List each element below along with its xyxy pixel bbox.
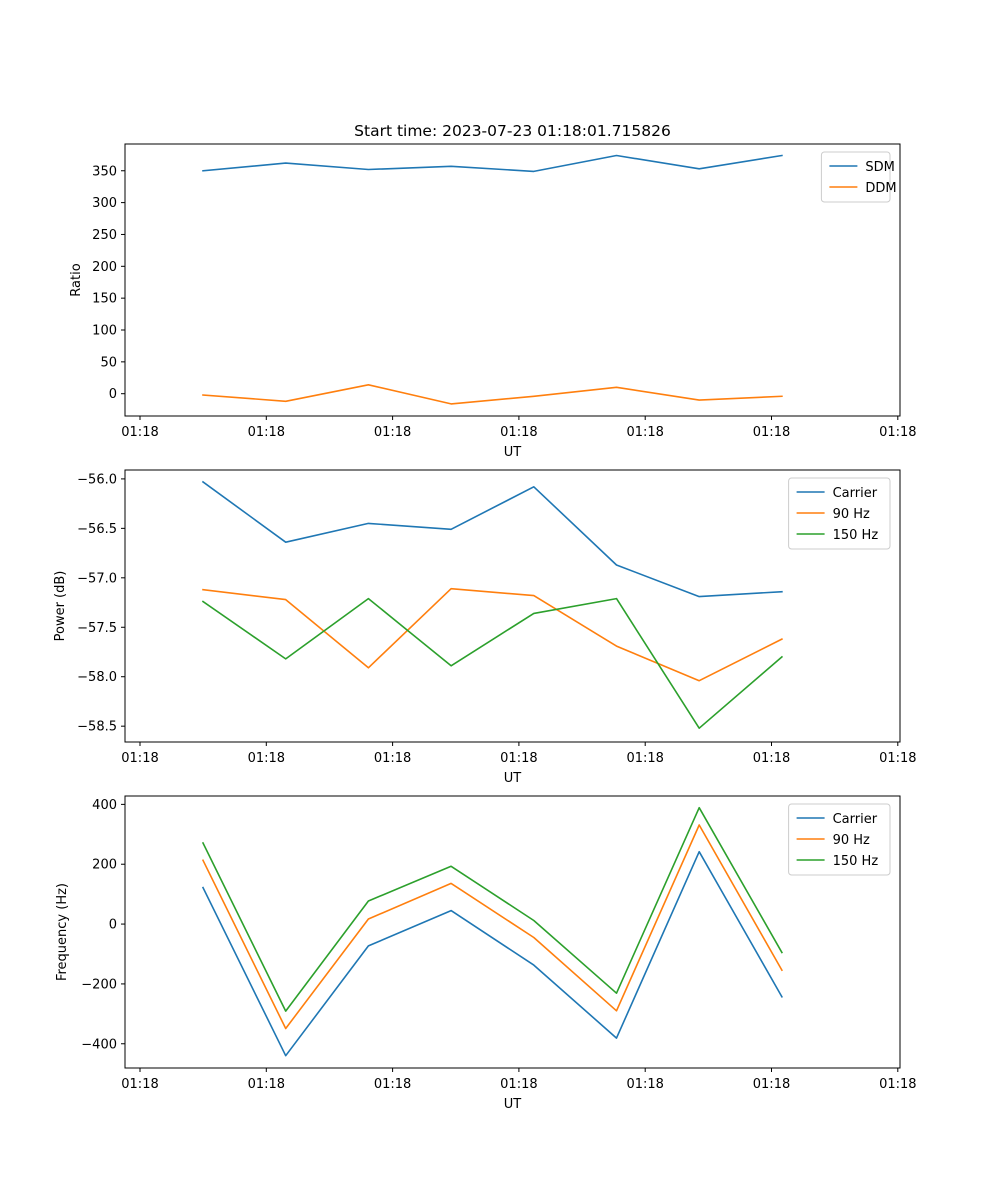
x-axis-label: UT (504, 1097, 522, 1112)
y-tick-label: 200 (92, 858, 117, 873)
y-axis-label: Ratio (69, 263, 84, 296)
x-tick-label: 01:18 (626, 425, 663, 440)
y-tick-label: 250 (92, 228, 117, 243)
legend: Carrier 90 Hz 150 Hz (788, 803, 891, 876)
x-tick-label: 01:18 (626, 751, 663, 766)
series-line-ddm (202, 383, 783, 405)
y-axis-label: Power (dB) (53, 571, 68, 642)
y-tick-label: −57.5 (77, 621, 117, 636)
x-tick-label: 01:18 (879, 425, 916, 440)
y-tick-label: 0 (109, 387, 117, 402)
y-tick-label: −58.0 (77, 670, 117, 685)
series-line-carrier (201, 480, 783, 598)
y-tick-label: 0 (109, 918, 117, 933)
y-axis-label: Frequency (Hz) (55, 883, 70, 981)
legend: Carrier 90 Hz 150 Hz (788, 477, 891, 550)
plot-area-frame (124, 143, 901, 417)
x-tick-label: 01:18 (121, 751, 158, 766)
legend: SDM DDM (820, 151, 897, 203)
legend-label: 90 Hz (833, 833, 870, 848)
legend-label: 150 Hz (833, 854, 879, 869)
x-tick-label: 01:18 (500, 1077, 537, 1092)
y-tick-label: −56.0 (77, 472, 117, 487)
legend-label: Carrier (833, 812, 878, 827)
legend-box (820, 151, 891, 203)
series-line-90-hz (202, 587, 783, 682)
legend-box (788, 803, 891, 876)
y-tick-label: 50 (100, 355, 117, 370)
x-tick-label: 01:18 (248, 1077, 285, 1092)
plot-area-frame (124, 469, 901, 743)
x-tick-label: 01:18 (879, 751, 916, 766)
series-line-sdm (202, 154, 783, 173)
series-line-90-hz (201, 824, 783, 1030)
power-subplot: UT Power (dB) −56.0 −56.5 −57.0 −57.5 −58.0 −… (53, 469, 917, 786)
y-tick-label: −57.0 (77, 571, 117, 586)
x-tick-label: 01:18 (879, 1077, 916, 1092)
chart-title: Start time: 2023-07-23 01:18:01.715826 (354, 122, 671, 140)
y-tick-label: −200 (81, 977, 117, 992)
series-line-carrier (201, 850, 783, 1057)
series-line-150-hz (201, 806, 783, 1012)
y-tick-label: 300 (92, 196, 117, 211)
x-tick-label: 01:18 (248, 751, 285, 766)
y-tick-label: 150 (92, 292, 117, 307)
y-tick-label: 400 (92, 798, 117, 813)
x-tick-label: 01:18 (121, 425, 158, 440)
legend-box (788, 477, 891, 550)
ratio-subplot: Start time: 2023-07-23 01:18:01.715826 U… (69, 122, 917, 460)
legend-label: SDM (865, 160, 894, 175)
legend-label: Carrier (833, 486, 878, 501)
x-tick-label: 01:18 (500, 751, 537, 766)
x-tick-label: 01:18 (753, 425, 790, 440)
x-tick-label: 01:18 (374, 1077, 411, 1092)
x-tick-label: 01:18 (374, 751, 411, 766)
y-tick-label: 200 (92, 260, 117, 275)
x-tick-label: 01:18 (121, 1077, 158, 1092)
legend-label: 150 Hz (833, 528, 879, 543)
y-tick-label: −58.5 (77, 720, 117, 735)
frequency-subplot: UT Frequency (Hz) 400 200 0 −200 −400 01:18 01… (55, 795, 917, 1112)
y-tick-label: 100 (92, 324, 117, 339)
x-axis-label: UT (504, 445, 522, 460)
x-tick-label: 01:18 (626, 1077, 663, 1092)
x-axis-label: UT (504, 771, 522, 786)
series-line-150-hz (201, 597, 784, 730)
y-tick-label: −400 (81, 1037, 117, 1052)
x-tick-label: 01:18 (500, 425, 537, 440)
plot-area-frame (124, 795, 901, 1069)
legend-label: DDM (865, 181, 896, 196)
x-tick-label: 01:18 (753, 751, 790, 766)
y-tick-label: −56.5 (77, 522, 117, 537)
x-tick-label: 01:18 (753, 1077, 790, 1092)
x-tick-label: 01:18 (248, 425, 285, 440)
y-tick-label: 350 (92, 164, 117, 179)
x-tick-label: 01:18 (374, 425, 411, 440)
legend-label: 90 Hz (833, 507, 870, 522)
